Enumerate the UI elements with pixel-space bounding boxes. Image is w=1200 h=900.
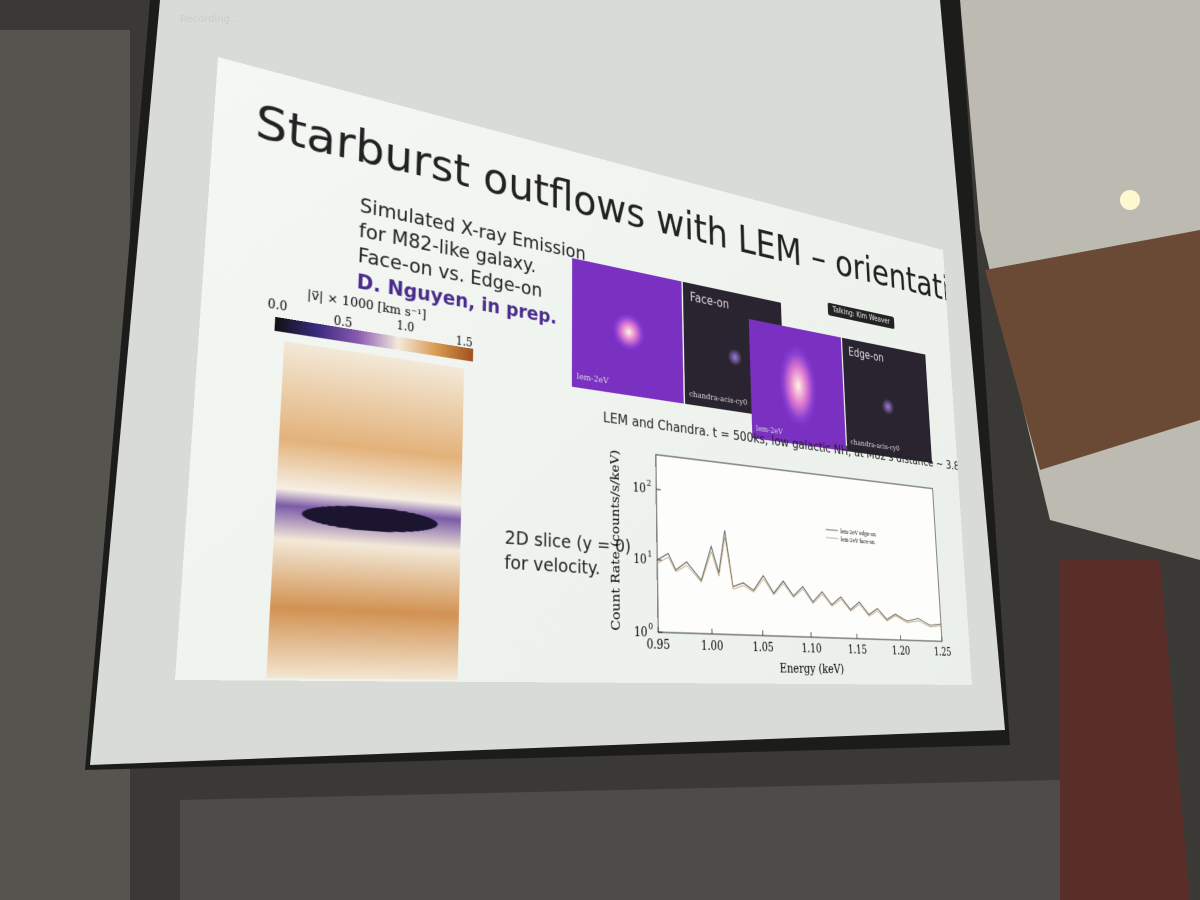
y-tick-exponent: 1 <box>647 549 652 560</box>
x-tick-label: 1.15 <box>848 643 868 657</box>
y-tick-exponent: 0 <box>648 621 653 632</box>
x-tick-label: 1.20 <box>892 644 911 657</box>
pillar <box>0 30 130 900</box>
plot-frame <box>656 455 942 642</box>
recording-indicator: Recording... <box>180 14 240 25</box>
slide: Starburst outflows with LEM – orientatio… <box>174 57 972 685</box>
desk <box>180 780 1060 900</box>
x-tick-label: 1.25 <box>934 646 952 659</box>
velocity-slice <box>266 341 465 680</box>
y-axis-label: Count Rate (counts/s/keV) <box>608 449 623 631</box>
y-tick-base: 10 <box>633 552 647 567</box>
y-tick-base: 10 <box>634 625 648 640</box>
x-tick-label: 1.05 <box>752 640 774 655</box>
legend-entry: lem-2eV face-on <box>841 536 876 546</box>
tooltip: Talking: Kim Weaver <box>827 302 895 330</box>
y-tick-exponent: 2 <box>647 478 652 488</box>
legend-entry: lem-2eV edge-on <box>840 528 876 538</box>
colorbar-tick: 0.0 <box>267 296 288 314</box>
slice-note: for velocity. <box>504 550 601 579</box>
x-tick-label: 0.95 <box>646 637 670 652</box>
x-axis-label: Energy (keV) <box>779 660 844 676</box>
balcony <box>985 230 1200 470</box>
y-tick-base: 10 <box>633 480 646 496</box>
spectrum-plot: Count Rate (counts/s/keV) Energy (keV) 0… <box>608 449 952 676</box>
colorbar-tick: 1.0 <box>396 318 415 335</box>
ceiling-light <box>1120 190 1140 210</box>
x-tick-label: 1.00 <box>701 639 724 654</box>
door <box>1060 560 1190 900</box>
x-tick-label: 1.10 <box>801 642 822 656</box>
